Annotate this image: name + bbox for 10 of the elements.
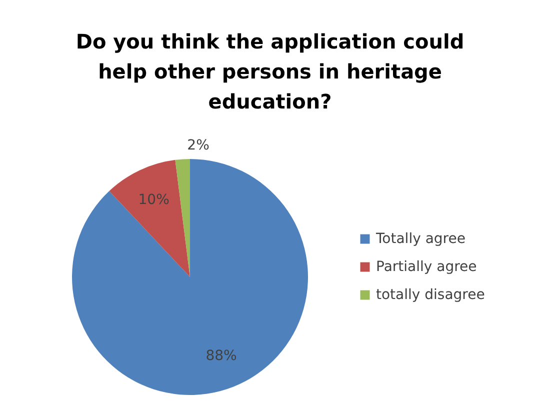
- data-label: 2%: [187, 137, 210, 154]
- data-label: 88%: [206, 348, 237, 364]
- chart-title: Do you think the application could help other persons in heritage education?: [76, 29, 464, 114]
- pie-slice: [175, 159, 190, 277]
- pie-slice: [109, 160, 190, 277]
- pie-slice: [72, 159, 308, 395]
- legend-label: totally disagree: [376, 287, 485, 303]
- legend-label: Totally agree: [375, 231, 466, 247]
- legend-label: Partially agree: [376, 259, 477, 275]
- data-label: 10%: [138, 192, 170, 208]
